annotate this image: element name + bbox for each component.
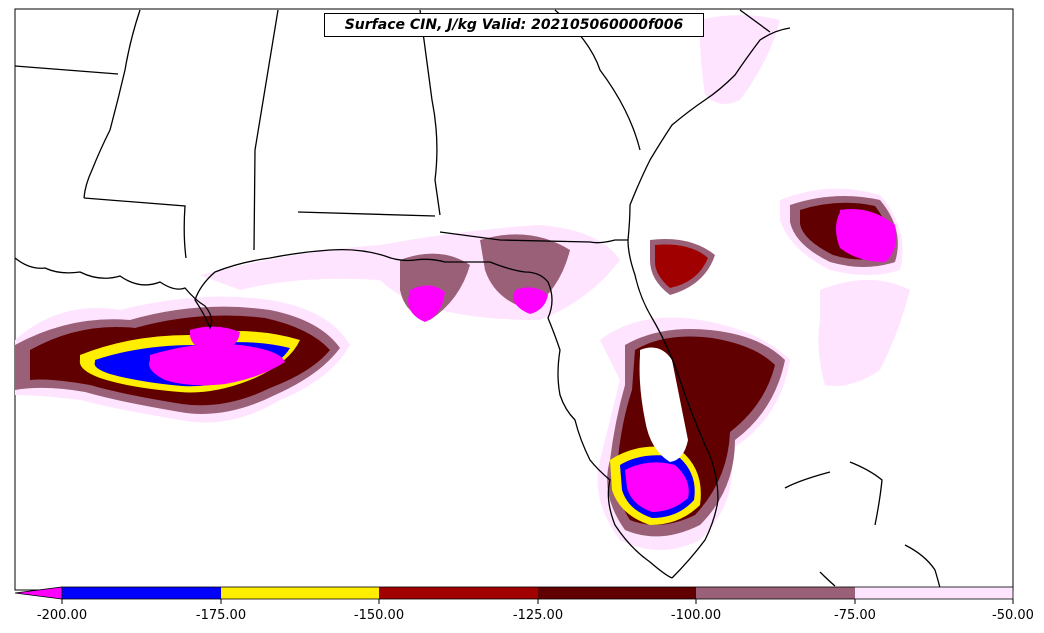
colorbar-bin-6	[855, 587, 1013, 599]
colorbar-bin-4	[538, 587, 696, 599]
cin-region-gulf-magenta-2	[190, 326, 240, 354]
colorbar-tick-label: -150.00	[353, 608, 405, 623]
ms-al-line	[253, 9, 279, 251]
bahamas-islands-2	[784, 471, 831, 489]
ms-state-line	[14, 65, 119, 75]
colorbar-tick-label: -75.00	[834, 608, 876, 623]
ga-sc-line	[739, 9, 771, 33]
al-fl-line	[297, 211, 436, 217]
cin-region-peninsula-magenta	[625, 462, 689, 512]
ga-fl-line	[439, 231, 628, 244]
cin-region-atlantic-magenta	[836, 209, 897, 262]
ms-river	[83, 9, 141, 199]
colorbar-tick-label: -50.00	[992, 608, 1034, 623]
colorbar-bin-3	[379, 587, 538, 599]
fl-atlantic-coast	[627, 204, 719, 579]
map-title: Surface CIN, J/kg Valid: 202105060000f00…	[324, 13, 704, 37]
ga-river	[554, 9, 641, 151]
cin-region-ga-coast-light	[700, 15, 780, 104]
fl-keys	[819, 571, 836, 587]
cin-region-gulf-magenta	[149, 343, 285, 386]
cin-region-peninsula-white-core	[639, 347, 688, 462]
boundaries	[14, 9, 941, 589]
gulf-coastline	[14, 248, 673, 579]
colorbar-tick-label: -100.00	[670, 608, 722, 623]
cin-region-jax-darkred	[655, 244, 708, 288]
cin-region-atlantic-plume	[818, 280, 910, 386]
al-ga-line	[419, 9, 441, 216]
colorbar-tick-label: -175.00	[195, 608, 247, 623]
colorbar-bin-2	[221, 587, 379, 599]
colorbar-bin-5	[696, 587, 855, 599]
colorbar-tick-label: -125.00	[512, 608, 564, 623]
colorbar-tick-label: -200.00	[36, 608, 88, 623]
cin-region-bigbend-magenta	[513, 287, 548, 314]
bahamas-islands	[849, 461, 883, 526]
ga-sc-coast	[629, 27, 791, 206]
cin-shading	[15, 15, 910, 550]
bahamas-islands-3	[904, 544, 941, 589]
cin-region-panhandle-magenta	[408, 285, 445, 322]
colorbar	[14, 586, 1014, 604]
colorbar-bin-1	[62, 587, 221, 599]
la-ms-line	[83, 197, 187, 259]
